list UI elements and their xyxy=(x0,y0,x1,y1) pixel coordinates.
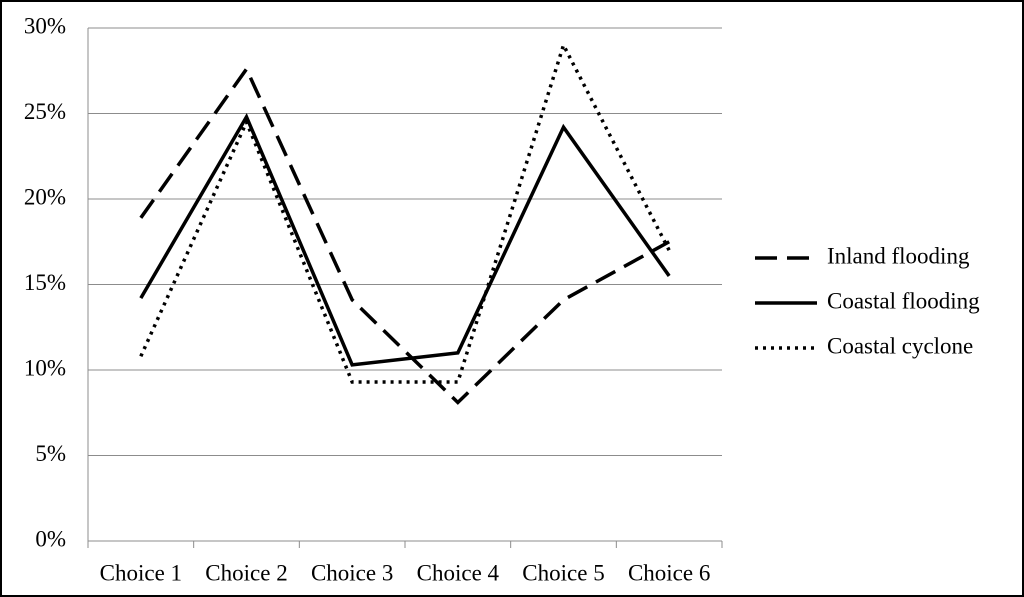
series-line xyxy=(139,65,671,405)
x-tick-label: Choice 5 xyxy=(522,560,604,585)
legend-label: Coastal flooding xyxy=(827,288,980,313)
y-tick-label: 25% xyxy=(24,99,66,124)
y-tick-label: 10% xyxy=(24,355,66,380)
series-line xyxy=(139,40,671,384)
y-tick-label: 30% xyxy=(24,13,66,38)
y-tick-label: 20% xyxy=(24,184,66,209)
series-line xyxy=(139,113,671,367)
y-tick-label: 15% xyxy=(24,270,66,295)
legend-label: Coastal cyclone xyxy=(827,333,973,358)
x-tick-label: Choice 1 xyxy=(100,560,182,585)
y-tick-label: 5% xyxy=(35,441,66,466)
legend-label: Inland flooding xyxy=(827,243,970,268)
y-tick-label: 0% xyxy=(35,526,66,551)
x-tick-label: Choice 6 xyxy=(628,560,710,585)
x-tick-label: Choice 3 xyxy=(311,560,393,585)
x-tick-label: Choice 4 xyxy=(417,560,500,585)
x-tick-label: Choice 2 xyxy=(205,560,287,585)
